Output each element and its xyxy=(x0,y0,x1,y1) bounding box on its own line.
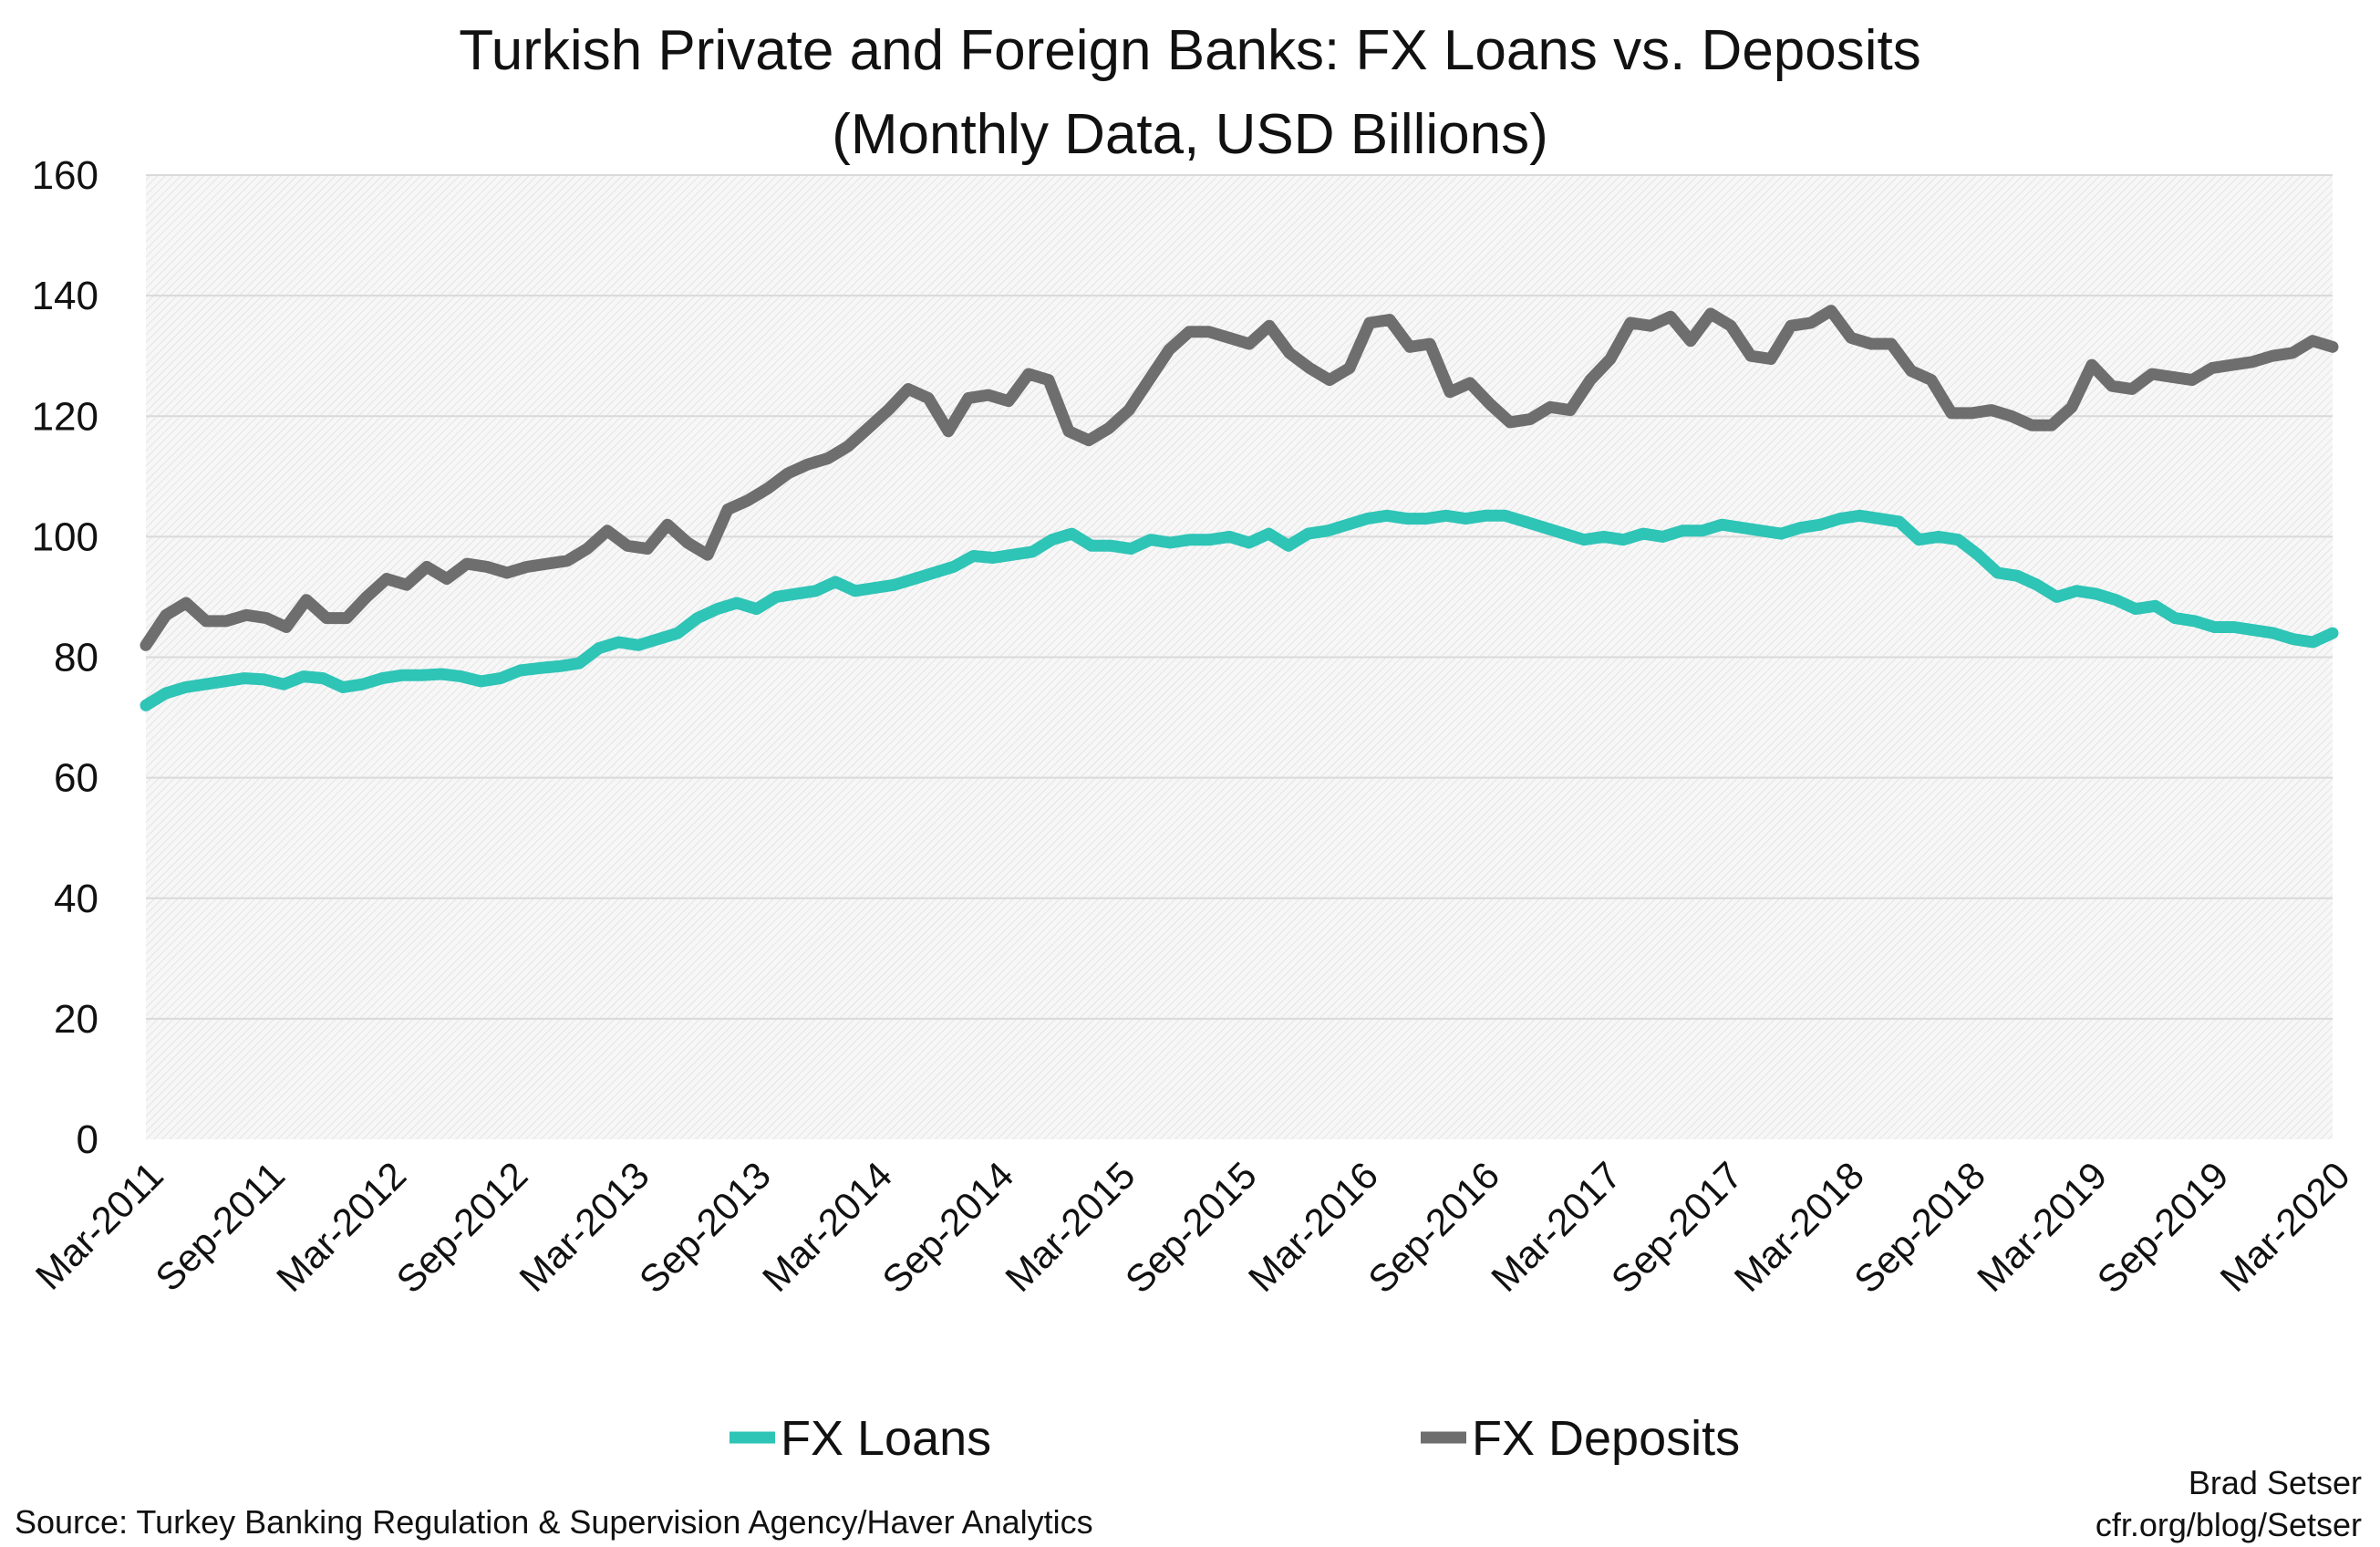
x-tick-label: Mar-2018 xyxy=(1726,1154,1872,1300)
legend-label-fx-deposits: FX Deposits xyxy=(1472,1411,1740,1466)
x-tick-label: Mar-2017 xyxy=(1483,1154,1629,1300)
x-tick-label: Sep-2016 xyxy=(1360,1154,1507,1302)
x-tick-label: Sep-2015 xyxy=(1117,1154,1265,1302)
series-line-fx-loans xyxy=(140,509,2339,711)
y-tick-label: 100 xyxy=(32,514,98,559)
legend-label-fx-loans: FX Loans xyxy=(781,1411,991,1466)
y-axis-ticks: 160 140 120 100 80 60 40 20 0 xyxy=(32,153,98,1162)
series-line-fx-deposits xyxy=(140,305,2339,651)
x-tick-label: Mar-2019 xyxy=(1969,1154,2115,1300)
y-tick-label: 20 xyxy=(54,997,98,1042)
y-tick-label: 140 xyxy=(32,274,98,318)
x-tick-label: Mar-2014 xyxy=(754,1154,900,1300)
y-tick-label: 60 xyxy=(54,756,98,801)
author-url: cfr.org/blog/Setser xyxy=(2095,1506,2362,1543)
y-tick-label: 160 xyxy=(32,153,98,198)
x-tick-label: Mar-2013 xyxy=(511,1154,657,1300)
x-tick-label: Sep-2017 xyxy=(1603,1154,1751,1302)
author-credit: Brad Setser xyxy=(2189,1464,2362,1501)
x-tick-label: Mar-2012 xyxy=(268,1154,414,1300)
x-tick-label: Mar-2016 xyxy=(1240,1154,1386,1300)
x-tick-label: Sep-2012 xyxy=(388,1154,535,1302)
x-tick-label: Sep-2018 xyxy=(1846,1154,1993,1302)
chart-subtitle: (Monthly Data, USD Billions) xyxy=(832,103,1548,166)
y-tick-label: 120 xyxy=(32,394,98,439)
grid-lines xyxy=(146,174,2333,1020)
x-tick-label: Sep-2013 xyxy=(631,1154,779,1302)
chart-title: Turkish Private and Foreign Banks: FX Lo… xyxy=(459,19,1921,82)
y-tick-label: 0 xyxy=(77,1117,98,1162)
x-tick-label: Sep-2011 xyxy=(147,1154,293,1300)
source-note: Source: Turkey Banking Regulation & Supe… xyxy=(15,1503,1093,1541)
x-tick-label: Mar-2015 xyxy=(997,1154,1143,1300)
x-tick-label: Mar-2020 xyxy=(2212,1154,2358,1300)
x-tick-label: Sep-2014 xyxy=(874,1154,1021,1302)
y-tick-label: 80 xyxy=(54,636,98,680)
y-tick-label: 40 xyxy=(54,877,98,921)
x-axis-ticks: Mar-2011Sep-2011Mar-2012Sep-2012Mar-2013… xyxy=(27,1154,2358,1302)
x-tick-label: Sep-2019 xyxy=(2089,1154,2237,1302)
x-tick-label: Mar-2011 xyxy=(27,1154,171,1298)
